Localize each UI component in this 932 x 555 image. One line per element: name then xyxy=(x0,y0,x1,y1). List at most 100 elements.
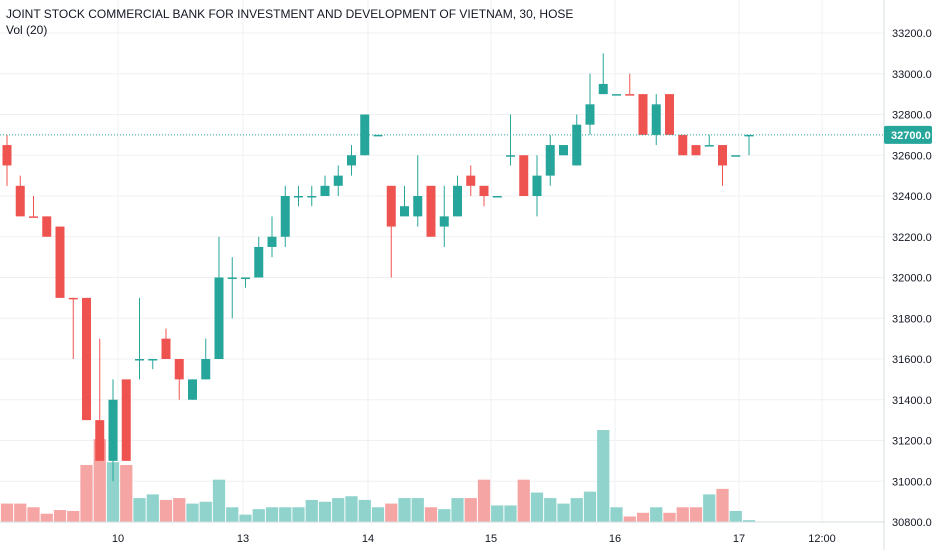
candle-body xyxy=(254,246,264,278)
candle-body xyxy=(347,155,356,166)
volume-bar xyxy=(212,479,226,522)
candle xyxy=(426,185,436,237)
candle-body xyxy=(148,359,158,361)
candle xyxy=(638,94,648,135)
volume-bar xyxy=(0,503,14,522)
candle xyxy=(148,359,158,370)
volume-bar xyxy=(610,507,623,522)
candle xyxy=(413,155,423,227)
volume-bars xyxy=(0,430,756,522)
volume-bar xyxy=(120,464,133,522)
volume-bar xyxy=(438,509,451,522)
candle-body xyxy=(718,145,727,166)
candle xyxy=(704,134,714,147)
candle-body xyxy=(267,236,277,247)
candle-body xyxy=(320,185,330,196)
volume-bar xyxy=(239,514,252,522)
candle-body xyxy=(625,94,635,96)
volume-bar xyxy=(133,498,146,522)
volume-bar xyxy=(398,498,411,522)
candle xyxy=(545,134,555,186)
candle-body xyxy=(307,196,317,198)
candle xyxy=(42,216,52,237)
candle xyxy=(731,155,741,157)
volume-bar xyxy=(676,507,689,522)
candle-body xyxy=(413,196,423,217)
price-tick-label: 30800.0 xyxy=(892,517,932,529)
price-tick-label: 32600.0 xyxy=(892,150,932,162)
candle-body xyxy=(479,185,489,196)
volume-bar xyxy=(716,488,729,522)
candle xyxy=(466,165,476,196)
candle-body xyxy=(373,134,383,137)
candle xyxy=(598,53,608,95)
candle xyxy=(651,94,661,146)
volume-bar xyxy=(650,507,663,522)
candle-body xyxy=(386,185,396,227)
volume-bar xyxy=(159,499,173,522)
candle-body xyxy=(519,155,529,196)
chart-legend: JOINT STOCK COMMERCIAL BANK FOR INVESTME… xyxy=(6,6,573,38)
candle xyxy=(214,236,224,359)
price-tick-label: 32400.0 xyxy=(892,191,932,203)
candle-body xyxy=(280,196,290,237)
price-tick-label: 31400.0 xyxy=(892,395,932,407)
time-tick-label: 16 xyxy=(609,533,621,545)
volume-bar xyxy=(106,462,120,522)
volume-bar xyxy=(80,464,93,522)
volume-bar xyxy=(742,520,756,522)
volume-bar xyxy=(451,498,464,522)
volume-bar xyxy=(583,491,597,522)
candle xyxy=(135,297,144,380)
candle-body xyxy=(506,155,515,157)
candle-body xyxy=(42,216,52,237)
candle xyxy=(691,145,701,156)
volume-bar xyxy=(345,496,358,522)
volume-indicator-label: Vol (20) xyxy=(6,23,48,37)
candle-body xyxy=(135,359,144,361)
candle xyxy=(15,175,25,217)
volume-bar xyxy=(597,430,610,522)
candle-body xyxy=(453,185,462,217)
candle xyxy=(373,134,383,137)
volume-bar xyxy=(530,492,544,522)
candle-body xyxy=(492,196,502,198)
price-tick-label: 33200.0 xyxy=(892,28,932,40)
candle-body xyxy=(545,145,555,176)
candle-body xyxy=(426,185,436,237)
candle-body xyxy=(174,359,184,380)
volume-bar xyxy=(477,479,491,522)
time-tick-label: 13 xyxy=(237,533,249,545)
candle xyxy=(254,236,264,278)
symbol-title: JOINT STOCK COMMERCIAL BANK FOR INVESTME… xyxy=(6,7,574,21)
time-axis[interactable]: 10 13 14 15 16 17 12:00 xyxy=(0,521,884,545)
candle xyxy=(121,379,131,461)
time-tick-label: 14 xyxy=(362,533,374,545)
candle-body xyxy=(532,175,542,196)
candle-body xyxy=(704,145,714,147)
volume-bar xyxy=(491,505,504,522)
time-tick-label: 10 xyxy=(112,533,124,545)
volume-bar xyxy=(332,498,345,522)
candle-body xyxy=(82,297,91,421)
candle xyxy=(227,257,237,319)
candle xyxy=(572,114,582,166)
candle-body xyxy=(744,134,754,137)
volume-bar xyxy=(385,503,398,522)
volume-bar xyxy=(636,512,650,522)
candle-body xyxy=(294,196,303,198)
time-tick-label: 15 xyxy=(485,533,497,545)
time-tick-label: 12:00 xyxy=(808,533,836,545)
volume-bar xyxy=(557,503,570,522)
candle xyxy=(307,185,317,207)
candle xyxy=(347,145,356,176)
candle-body xyxy=(188,379,197,400)
candle-body xyxy=(55,226,65,298)
volume-bar xyxy=(544,498,557,522)
volume-bar xyxy=(517,479,530,522)
price-axis[interactable]: 33200.0 33000.0 32800.0 32600.0 32400.0 32200… xyxy=(883,0,932,550)
candle-body xyxy=(2,145,12,166)
volume-bar xyxy=(371,507,385,522)
